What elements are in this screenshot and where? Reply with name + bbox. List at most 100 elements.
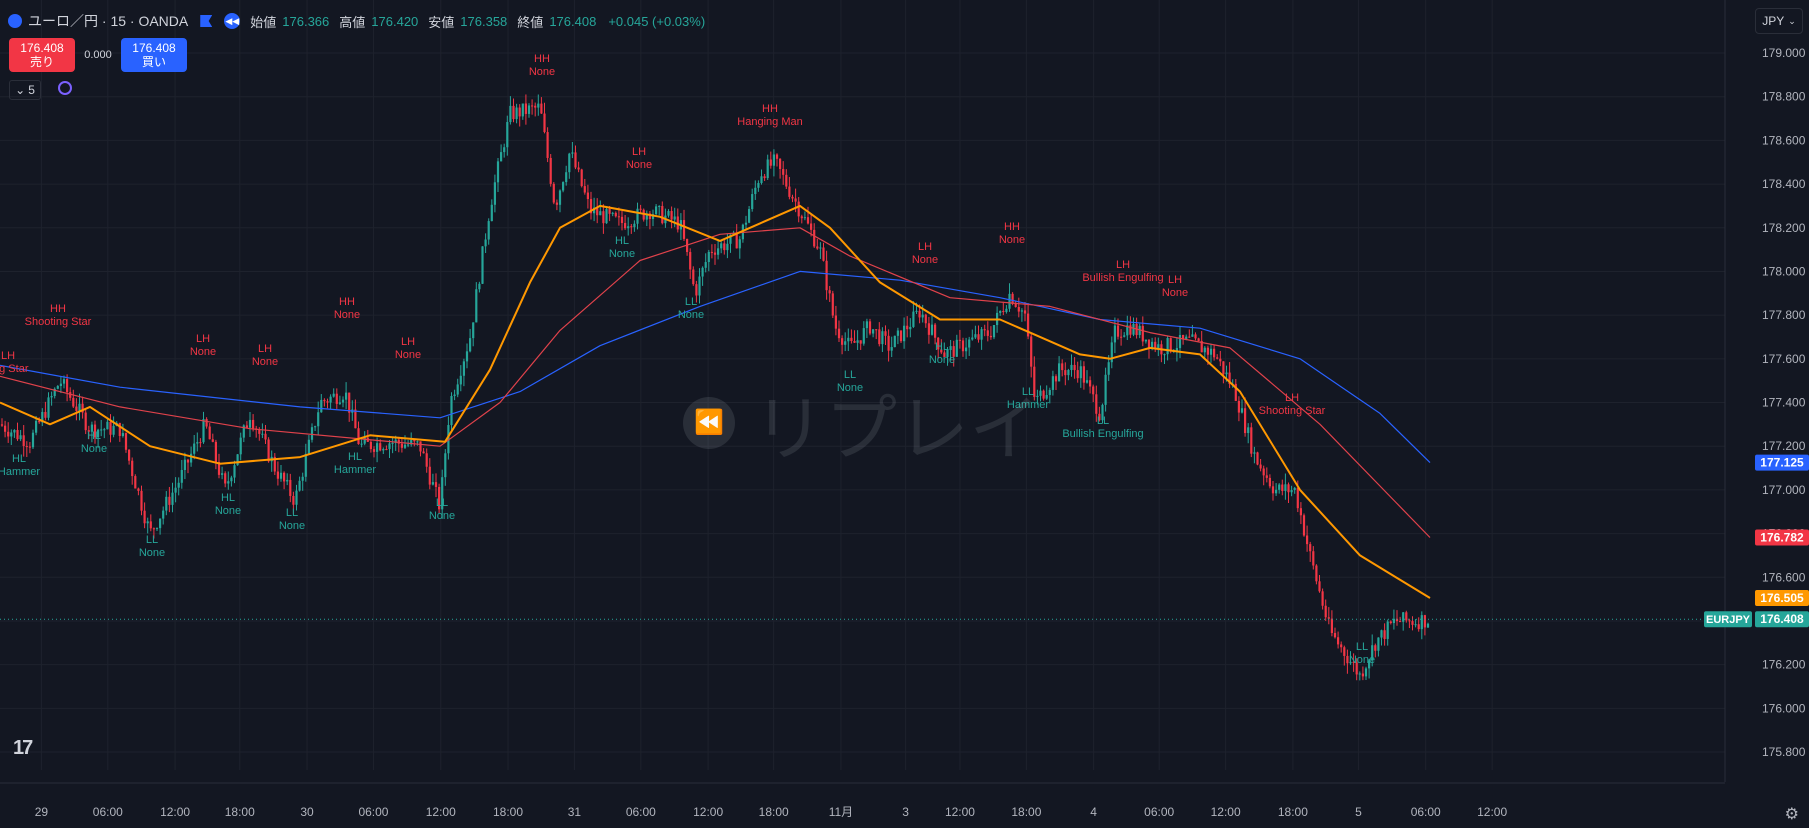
- candle-body: [118, 422, 121, 437]
- candle-body: [689, 252, 692, 270]
- candle-body: [844, 341, 847, 345]
- candle-body: [87, 430, 90, 432]
- currency-button[interactable]: JPY ⌄: [1755, 8, 1803, 34]
- candle-body: [648, 213, 651, 219]
- candle-body: [369, 441, 372, 450]
- replay-icon[interactable]: ◀◀: [224, 13, 241, 29]
- candle-body: [720, 243, 723, 249]
- pattern-label-name: None: [626, 159, 652, 171]
- candle-body: [391, 442, 394, 444]
- candle-body: [233, 465, 236, 478]
- candle-body: [320, 399, 323, 413]
- candle-body: [658, 206, 661, 208]
- indicator-collapse-button[interactable]: ⌄ 5: [9, 80, 41, 100]
- candle-body: [317, 412, 320, 427]
- candle-body: [791, 196, 794, 199]
- time-tick-label: 12:00: [693, 805, 723, 819]
- candle-body: [106, 421, 109, 430]
- candle-body: [577, 167, 580, 170]
- candle-body: [543, 113, 546, 133]
- flag-icon[interactable]: [200, 15, 213, 27]
- candle-body: [484, 239, 487, 247]
- candle-body: [924, 314, 927, 324]
- candle-body: [828, 290, 831, 294]
- pattern-label-type: LH: [632, 146, 646, 158]
- candle-body: [221, 473, 224, 475]
- candle-body: [1262, 468, 1265, 476]
- candle-body: [1054, 376, 1058, 382]
- pattern-label-name: None: [395, 349, 421, 361]
- candle-body: [16, 429, 19, 440]
- sell-button[interactable]: 176.408 売り: [9, 38, 75, 72]
- candle-body: [670, 211, 673, 220]
- candle-body: [1185, 336, 1188, 340]
- pattern-label-type: HL: [615, 235, 629, 247]
- candle-body: [862, 328, 865, 344]
- candle-body: [388, 443, 391, 450]
- pattern-label-type: HL: [221, 492, 235, 504]
- symbol-title[interactable]: ユーロ／円 · 15 · OANDA: [28, 13, 189, 29]
- gear-icon[interactable]: ⚙: [1784, 806, 1799, 823]
- candle-body: [580, 169, 583, 187]
- candle-body: [723, 243, 726, 251]
- symbol-tag-label: EURJPY: [1706, 614, 1751, 626]
- candle-body: [273, 456, 276, 472]
- price-tick-label: 179.000: [1762, 46, 1806, 60]
- buy-button[interactable]: 176.408 買い: [121, 38, 187, 72]
- candle-body: [59, 383, 62, 387]
- candle-body: [1299, 508, 1302, 516]
- candle-body: [1268, 477, 1271, 487]
- candle-body: [348, 392, 351, 413]
- candle-body: [1290, 490, 1293, 493]
- candle-body: [608, 209, 611, 214]
- candle-body: [1337, 637, 1340, 645]
- candle-body: [1426, 623, 1430, 628]
- pattern-label-type: HH: [50, 303, 66, 315]
- price-tick-label: 178.200: [1762, 221, 1806, 235]
- candle-body: [1169, 338, 1172, 352]
- candle-body: [549, 157, 552, 184]
- candle-body: [958, 339, 961, 341]
- candle-body: [310, 427, 314, 440]
- candle-body: [537, 103, 540, 108]
- candle-body: [552, 183, 555, 203]
- candle-body: [1256, 452, 1259, 465]
- candle-body: [1306, 535, 1309, 545]
- candle-body: [289, 479, 292, 496]
- price-tick-label: 178.800: [1762, 90, 1806, 104]
- candle-body: [1265, 475, 1268, 478]
- symbol-logo-icon[interactable]: [8, 14, 22, 28]
- pattern-label-type: LL: [685, 296, 697, 308]
- candle-body: [75, 406, 78, 411]
- candle-body: [1058, 363, 1061, 382]
- high-label: 高値: [339, 14, 366, 30]
- candle-body: [292, 495, 295, 505]
- candle-body: [806, 217, 810, 224]
- candle-body: [1355, 662, 1358, 675]
- time-tick-label: 12:00: [160, 805, 190, 819]
- sync-icon[interactable]: [58, 81, 72, 95]
- candle-body: [162, 510, 165, 519]
- ema-line: [0, 204, 1431, 599]
- candle-body: [757, 183, 760, 188]
- candle-body: [1116, 325, 1120, 337]
- candle-body: [425, 453, 428, 467]
- candle-body: [1064, 370, 1067, 376]
- candle-body: [230, 477, 233, 482]
- candle-body: [146, 521, 149, 524]
- candle-body: [214, 441, 217, 462]
- candle-body: [834, 315, 837, 329]
- tradingview-logo-icon[interactable]: 17: [13, 737, 33, 759]
- pattern-label-name: Shooting Star: [25, 316, 92, 328]
- candle-body: [410, 440, 413, 445]
- candle-body: [794, 198, 797, 202]
- low-value: 176.358: [460, 13, 508, 29]
- candle-body: [558, 190, 562, 205]
- candle-body: [872, 329, 875, 334]
- pattern-label-name: None: [1349, 654, 1375, 666]
